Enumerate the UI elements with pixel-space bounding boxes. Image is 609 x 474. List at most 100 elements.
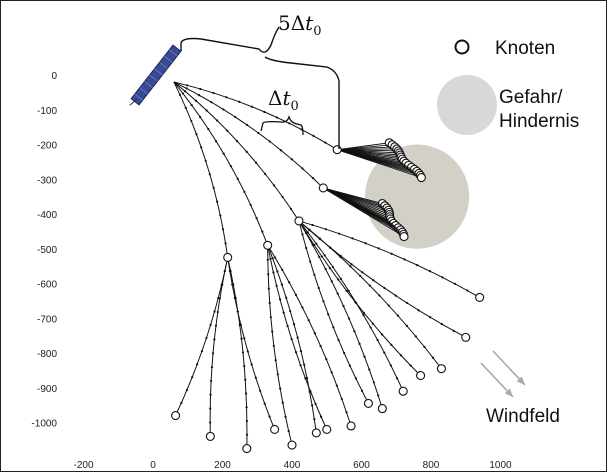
five-dt-annotation: 5Δt0 [278,11,322,39]
path-sample-dot [339,277,342,280]
path-sample-dot [274,359,277,362]
path-sample-dot [190,104,193,107]
path-sample-dot [403,258,406,261]
path-sample-dot [268,301,271,305]
path-sample-dot [299,349,303,353]
path-sample-dot [328,267,332,270]
path-sample-dot [417,309,420,312]
path-sample-dot [267,287,270,290]
path-sample-dot [351,237,354,240]
path-sample-dot [320,255,323,258]
path-sample-dot [317,286,320,290]
satellite-icon [129,44,182,106]
path-sample-dot [324,228,327,231]
branch-E-leaf-node [205,431,215,441]
path-sample-dot [281,268,284,271]
branch-E-leaf-path [227,257,248,449]
path-sample-dot [244,378,247,381]
path-sample-dot [211,352,215,355]
path-sample-dot [301,306,304,309]
path-sample-dot [238,100,241,103]
path-sample-dot [423,345,426,349]
branch-E-leaf-path [175,257,229,416]
path-sample-dot [244,392,248,395]
branch-A-trunk [173,81,338,151]
path-sample-dot [358,342,361,345]
path-sample-dot [308,228,311,231]
path-sample-dot [299,364,302,367]
path-sample-dot [200,350,204,353]
y-tick-label: 0 [51,71,57,82]
path-sample-dot [239,323,242,327]
satellite-panel-cell-line [154,68,163,76]
path-sample-dot [213,310,216,313]
path-sample-dot [181,92,185,95]
path-sample-dot [272,184,276,187]
path-sample-dot [429,316,432,319]
path-sample-dot [399,354,403,357]
path-sample-dot [314,402,317,406]
path-sample-dot [268,415,271,418]
path-sample-dot [210,379,213,382]
branch-D-leaf-node [346,421,356,431]
path-sample-dot [190,119,193,123]
y-tick-label: -800 [37,349,57,360]
path-sample-dot [281,195,284,199]
path-sample-dot [288,122,291,125]
path-sample-dot [185,388,189,392]
path-sample-dot [361,271,364,274]
path-sample-dot [301,167,304,170]
path-sample-dot [273,256,277,259]
path-sample-dot [364,242,367,245]
path-sample-dot [309,260,312,263]
branch-C-leaf-node [363,398,374,408]
path-sample-dot [359,274,362,278]
path-sample-dot [219,214,222,217]
path-sample-dot [313,418,316,421]
legend-hazard-swatch-icon [437,75,497,135]
path-sample-dot [338,232,341,235]
path-sample-dot [453,282,457,285]
path-sample-dot [414,335,417,338]
path-sample-dot [218,297,221,300]
branch-C-leaf-path [298,220,369,404]
path-sample-dot [213,338,216,341]
path-sample-dot [288,281,291,284]
path-sample-dot [311,404,314,407]
path-sample-dot [280,283,283,286]
y-tick-label: -200 [37,141,57,152]
path-sample-dot [266,258,269,261]
path-sample-dot [275,116,279,119]
path-sample-dot [396,377,399,380]
y-tick-label: -400 [37,210,57,221]
path-sample-dot [209,407,212,410]
path-sample-dot [250,363,253,366]
path-sample-dot [331,265,335,269]
branch-D-leaf-node [311,428,321,438]
path-sample-dot [275,284,278,288]
path-sample-dot [383,351,386,354]
path-sample-dot [209,421,212,424]
legend-node-marker-icon [454,39,470,55]
path-sample-dot [315,242,318,245]
path-sample-dot [372,279,375,282]
path-sample-dot [394,294,397,297]
branch-C-trunk [173,81,300,222]
path-sample-dot [368,284,371,287]
path-sample-dot [254,376,257,379]
path-sample-dot [205,109,208,112]
path-sample-dot [243,190,246,193]
path-sample-dot [330,371,333,374]
x-tick-label: 0 [150,460,156,471]
path-sample-dot [377,247,380,250]
branch-C-leaf-path [298,220,442,369]
path-sample-dot [194,99,198,102]
path-sample-dot [250,105,254,108]
path-sample-dot [272,271,275,274]
path-sample-dot [318,237,322,240]
path-sample-dot [199,87,202,91]
branch-E-leaf-path [209,257,229,437]
branch-E-node [223,252,233,262]
path-sample-dot [210,365,214,369]
